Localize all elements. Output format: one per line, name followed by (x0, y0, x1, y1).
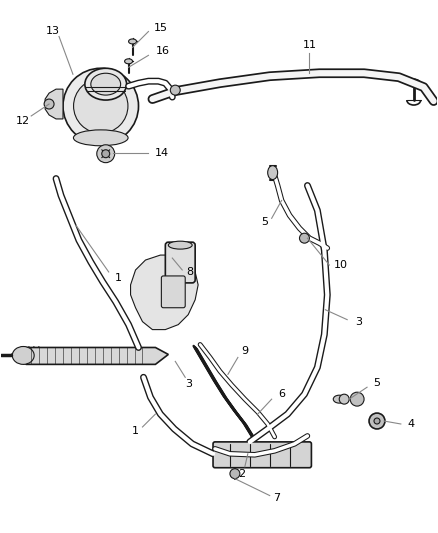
Circle shape (44, 99, 54, 109)
Polygon shape (11, 348, 168, 365)
Ellipse shape (74, 130, 128, 146)
Text: 1: 1 (132, 426, 139, 436)
Text: 4: 4 (407, 419, 414, 429)
Circle shape (374, 418, 380, 424)
Circle shape (102, 150, 110, 158)
FancyBboxPatch shape (165, 242, 195, 283)
Text: 3: 3 (185, 379, 192, 389)
Circle shape (339, 394, 349, 404)
Text: 15: 15 (153, 22, 167, 33)
Circle shape (230, 469, 240, 479)
Ellipse shape (12, 346, 34, 365)
Text: 1: 1 (115, 273, 122, 283)
Text: 6: 6 (278, 389, 285, 399)
Ellipse shape (124, 59, 133, 64)
Ellipse shape (91, 73, 120, 95)
FancyBboxPatch shape (161, 276, 185, 308)
Ellipse shape (129, 39, 137, 44)
Text: 5: 5 (374, 378, 381, 388)
FancyBboxPatch shape (213, 442, 311, 468)
Circle shape (350, 392, 364, 406)
Circle shape (63, 68, 138, 144)
Text: 2: 2 (238, 469, 245, 479)
Polygon shape (45, 89, 63, 119)
Ellipse shape (168, 241, 192, 249)
Text: 3: 3 (356, 317, 363, 327)
Circle shape (74, 79, 128, 133)
Text: 7: 7 (273, 492, 280, 503)
Text: 10: 10 (334, 260, 348, 270)
Text: 8: 8 (187, 267, 194, 277)
Ellipse shape (268, 166, 278, 180)
Ellipse shape (85, 68, 127, 100)
Circle shape (300, 233, 309, 243)
Polygon shape (131, 255, 198, 329)
Text: 9: 9 (241, 346, 248, 357)
Text: 12: 12 (16, 116, 30, 126)
Text: 16: 16 (155, 46, 170, 56)
Ellipse shape (333, 395, 345, 403)
Text: 14: 14 (155, 148, 170, 158)
Text: 11: 11 (302, 41, 316, 51)
Text: 13: 13 (46, 27, 60, 36)
Circle shape (369, 413, 385, 429)
Circle shape (97, 145, 115, 163)
Circle shape (170, 85, 180, 95)
Text: 5: 5 (261, 217, 268, 227)
